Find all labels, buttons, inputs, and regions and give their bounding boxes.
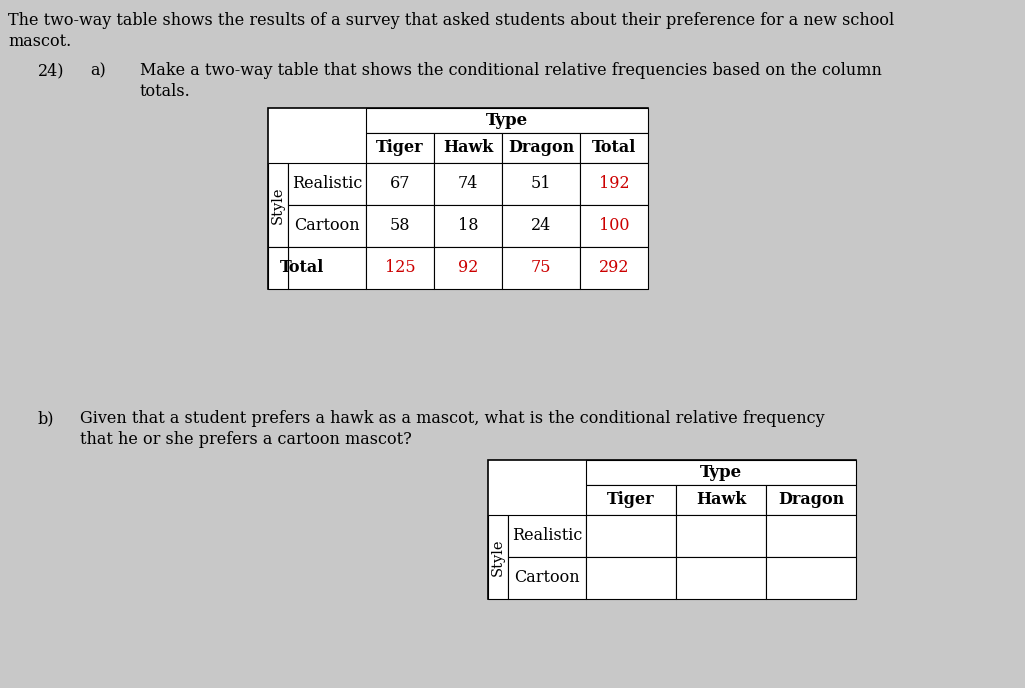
Text: 125: 125	[384, 259, 415, 277]
Text: 18: 18	[458, 217, 479, 235]
Text: Given that a student prefers a hawk as a mascot, what is the conditional relativ: Given that a student prefers a hawk as a…	[80, 410, 825, 427]
Text: 75: 75	[531, 259, 551, 277]
Bar	[508, 515, 586, 557]
Bar	[488, 515, 508, 599]
Text: 24: 24	[531, 217, 551, 235]
Bar	[288, 247, 366, 289]
Text: Realistic: Realistic	[511, 528, 582, 544]
Text: Total: Total	[280, 259, 324, 277]
Bar	[366, 205, 434, 247]
Bar	[434, 247, 502, 289]
Text: Style: Style	[491, 538, 505, 576]
Text: Style: Style	[271, 186, 285, 224]
Bar	[288, 163, 366, 205]
Bar	[366, 163, 434, 205]
Bar	[580, 205, 648, 247]
Text: Hawk: Hawk	[696, 491, 746, 508]
Bar	[488, 460, 856, 599]
Text: 24): 24)	[38, 62, 65, 79]
Text: 92: 92	[458, 259, 479, 277]
Bar	[502, 205, 580, 247]
Bar	[434, 133, 502, 163]
Text: Realistic: Realistic	[292, 175, 362, 193]
Text: Dragon: Dragon	[778, 491, 845, 508]
Bar	[434, 205, 502, 247]
Bar	[366, 108, 648, 133]
Bar	[434, 163, 502, 205]
Text: Cartoon: Cartoon	[515, 570, 580, 586]
Bar	[766, 557, 856, 599]
Text: Total: Total	[591, 140, 637, 156]
Bar	[586, 515, 676, 557]
Text: Tiger: Tiger	[376, 140, 423, 156]
Bar	[766, 515, 856, 557]
Text: Type: Type	[486, 112, 528, 129]
Bar	[586, 460, 856, 485]
Text: a): a)	[90, 62, 106, 79]
Text: 292: 292	[599, 259, 629, 277]
Bar	[366, 247, 434, 289]
Text: 100: 100	[599, 217, 629, 235]
Bar	[676, 515, 766, 557]
Bar	[268, 108, 648, 289]
Bar	[586, 557, 676, 599]
Text: Cartoon: Cartoon	[294, 217, 360, 235]
Text: Dragon: Dragon	[507, 140, 574, 156]
Bar	[366, 133, 434, 163]
Text: The two-way table shows the results of a survey that asked students about their : The two-way table shows the results of a…	[8, 12, 894, 29]
Text: 58: 58	[390, 217, 410, 235]
Bar	[508, 557, 586, 599]
Text: Hawk: Hawk	[443, 140, 493, 156]
Bar	[766, 485, 856, 515]
Text: Make a two-way table that shows the conditional relative frequencies based on th: Make a two-way table that shows the cond…	[140, 62, 882, 79]
Text: Tiger: Tiger	[607, 491, 655, 508]
Bar	[502, 133, 580, 163]
Text: 192: 192	[599, 175, 629, 193]
Bar	[586, 485, 676, 515]
Text: 51: 51	[531, 175, 551, 193]
Bar	[676, 557, 766, 599]
Bar	[268, 163, 288, 247]
Text: totals.: totals.	[140, 83, 191, 100]
Bar	[268, 247, 288, 289]
Bar	[288, 205, 366, 247]
Bar	[676, 485, 766, 515]
Text: mascot.: mascot.	[8, 33, 72, 50]
Bar	[580, 247, 648, 289]
Bar	[502, 163, 580, 205]
Text: that he or she prefers a cartoon mascot?: that he or she prefers a cartoon mascot?	[80, 431, 412, 448]
Text: b): b)	[38, 410, 54, 427]
Text: 74: 74	[458, 175, 479, 193]
Bar	[502, 247, 580, 289]
Bar	[580, 133, 648, 163]
Bar	[580, 163, 648, 205]
Text: Type: Type	[700, 464, 742, 481]
Text: 67: 67	[390, 175, 410, 193]
